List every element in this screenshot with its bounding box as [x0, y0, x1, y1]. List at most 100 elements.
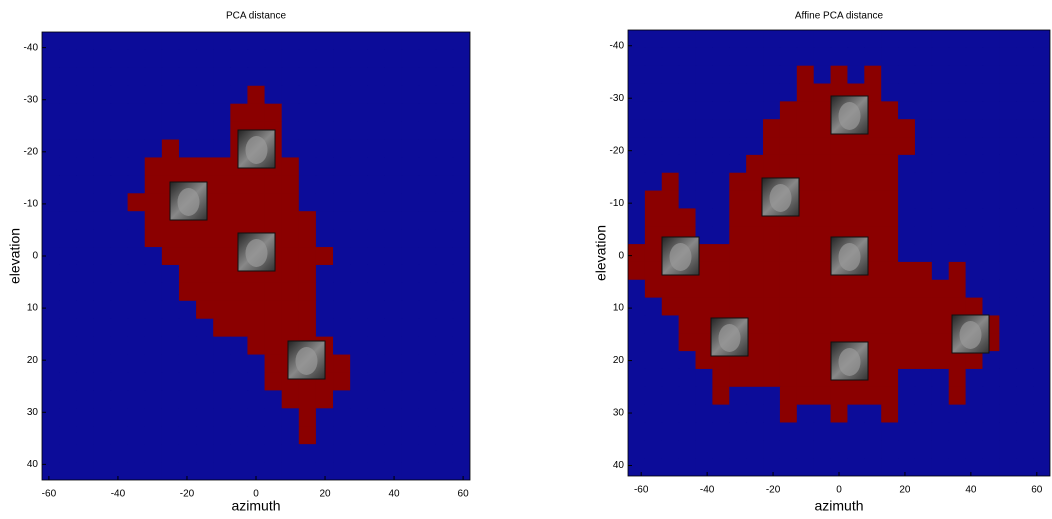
heatmap-cell	[350, 229, 368, 248]
heatmap-cell	[230, 301, 248, 320]
heatmap-cell	[247, 337, 265, 356]
heatmap-cell	[1016, 387, 1033, 405]
heatmap-cell	[350, 319, 368, 338]
heatmap-cell	[932, 119, 949, 137]
heatmap-cell	[453, 337, 471, 356]
y-tick-label: 30	[613, 408, 625, 419]
heatmap-cell	[384, 337, 402, 356]
heatmap-cell	[679, 351, 696, 369]
heatmap-cell	[436, 319, 454, 338]
heatmap-cell	[299, 247, 317, 266]
heatmap-cell	[1033, 66, 1050, 84]
heatmap-cell	[179, 265, 197, 284]
x-tick-label: 40	[389, 489, 401, 500]
heatmap-cell	[350, 462, 368, 481]
heatmap-cell	[712, 66, 729, 84]
heatmap-cell	[898, 351, 915, 369]
heatmap-cell	[419, 265, 437, 284]
heatmap-cell	[628, 101, 645, 119]
heatmap-cell	[797, 262, 814, 280]
heatmap-cell	[213, 175, 231, 194]
heatmap-cell	[367, 86, 385, 105]
heatmap-cell	[712, 30, 729, 48]
heatmap-cell	[59, 408, 77, 427]
heatmap-cell	[915, 191, 932, 209]
heatmap-cell	[712, 101, 729, 119]
heatmap-cell	[881, 333, 898, 351]
heatmap-cell	[316, 444, 334, 463]
heatmap-cell	[712, 458, 729, 476]
heatmap-cell	[367, 426, 385, 445]
heatmap-cell	[932, 48, 949, 66]
heatmap-cell	[247, 444, 265, 463]
heatmap-cell	[282, 265, 300, 284]
heatmap-cell	[76, 50, 94, 69]
heatmap-cell	[162, 229, 180, 248]
heatmap-cell	[696, 333, 713, 351]
heatmap-cell	[831, 208, 848, 226]
heatmap-cell	[1033, 119, 1050, 137]
heatmap-cell	[350, 175, 368, 194]
heatmap-cell	[367, 68, 385, 87]
heatmap-cell	[110, 193, 128, 212]
heatmap-cell	[453, 211, 471, 230]
heatmap-cell	[982, 387, 999, 405]
heatmap-cell	[831, 280, 848, 298]
heatmap-cell	[299, 408, 317, 427]
heatmap-cell	[128, 390, 146, 409]
heatmap-cell	[196, 104, 214, 123]
heatmap-cell	[1033, 387, 1050, 405]
heatmap-cell	[780, 458, 797, 476]
heatmap-cell	[265, 32, 283, 51]
heatmap-cell	[712, 422, 729, 440]
heatmap-cell	[162, 283, 180, 302]
heatmap-cell	[367, 319, 385, 338]
heatmap-cell	[679, 387, 696, 405]
heatmap-cell	[999, 208, 1016, 226]
heatmap-cell	[1016, 226, 1033, 244]
heatmap-cell	[128, 355, 146, 374]
heatmap-cell	[780, 66, 797, 84]
heatmap-cell	[299, 462, 317, 481]
heatmap-cell	[436, 462, 454, 481]
heatmap-cell	[729, 422, 746, 440]
heatmap-cell	[662, 351, 679, 369]
heatmap-cell	[316, 390, 334, 409]
heatmap-cell	[333, 265, 351, 284]
heatmap-cell	[453, 355, 471, 374]
heatmap-cell	[384, 193, 402, 212]
heatmap-cell	[436, 355, 454, 374]
face-shape	[670, 243, 692, 271]
heatmap-cell	[93, 372, 111, 391]
heatmap-cell	[898, 280, 915, 298]
heatmap-cell	[110, 444, 128, 463]
heatmap-cell	[76, 390, 94, 409]
heatmap-cell	[384, 265, 402, 284]
heatmap-cell	[436, 193, 454, 212]
heatmap-cell	[915, 351, 932, 369]
heatmap-cell	[932, 458, 949, 476]
heatmap-cell	[453, 390, 471, 409]
heatmap-cell	[59, 283, 77, 302]
heatmap-cell	[628, 66, 645, 84]
heatmap-cell	[864, 280, 881, 298]
x-axis-label: azimuth	[814, 498, 863, 514]
heatmap-cell	[1016, 422, 1033, 440]
heatmap-cell	[145, 337, 163, 356]
heatmap-cell	[1033, 458, 1050, 476]
heatmap-cell	[645, 48, 662, 66]
heatmap-cell	[179, 50, 197, 69]
heatmap-cell	[128, 157, 146, 176]
heatmap-cell	[213, 390, 231, 409]
heatmap-cell	[282, 32, 300, 51]
heatmap-cell	[384, 283, 402, 302]
heatmap-cell	[864, 48, 881, 66]
heatmap-cell	[763, 244, 780, 262]
heatmap-cell	[402, 157, 420, 176]
heatmap-cell	[949, 351, 966, 369]
heatmap-cell	[966, 155, 983, 173]
heatmap-cell	[881, 191, 898, 209]
heatmap-cell	[645, 137, 662, 155]
heatmap-cell	[333, 50, 351, 69]
heatmap-cell	[299, 157, 317, 176]
